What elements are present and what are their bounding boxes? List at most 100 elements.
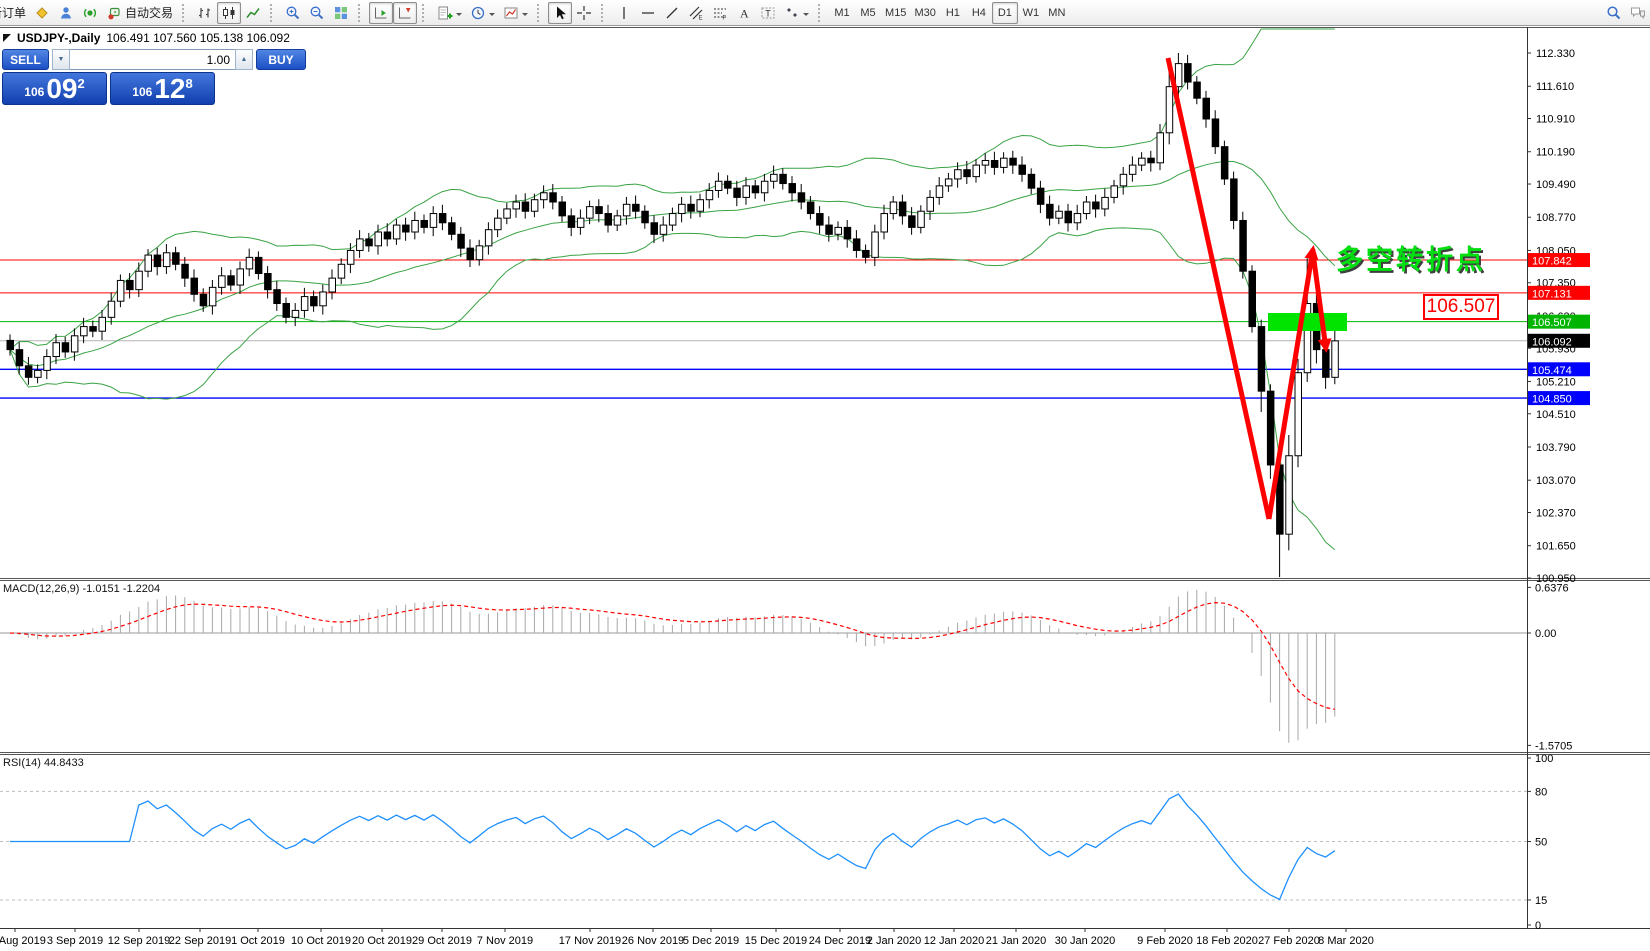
candle-chart-button[interactable] <box>217 1 242 24</box>
trend-arrow[interactable] <box>1266 245 1319 520</box>
candle <box>908 215 916 228</box>
ohlc-values: 106.491 107.560 105.138 106.092 <box>106 31 290 45</box>
candle <box>659 224 668 235</box>
zoom-in-icon <box>285 5 301 21</box>
candle <box>742 185 750 198</box>
candle <box>668 213 677 226</box>
trend-arrow[interactable] <box>1165 57 1272 520</box>
tf-label: W1 <box>1022 6 1040 19</box>
date-tick-label: 7 Nov 2019 <box>477 935 533 947</box>
sell-button[interactable]: SELL <box>2 49 49 70</box>
text-label-button[interactable]: T <box>756 2 780 24</box>
candle <box>1239 219 1247 272</box>
candle <box>503 208 511 219</box>
candle <box>411 219 419 233</box>
bar-chart-button[interactable] <box>193 2 217 24</box>
horizontal-line-button[interactable] <box>636 2 660 24</box>
auto-scroll-icon <box>373 5 389 21</box>
text-button[interactable]: A <box>732 2 756 24</box>
tf-M1-button[interactable]: M1 <box>829 2 855 24</box>
tf-W1-button[interactable]: W1 <box>1018 2 1044 24</box>
candle <box>760 180 769 194</box>
rsi-axis-label: 0 <box>1535 920 1541 932</box>
new-order-button[interactable]: 新订单 <box>0 2 30 24</box>
toolbar-separator <box>818 3 824 22</box>
crosshair-icon <box>576 5 592 21</box>
candle <box>816 213 824 226</box>
candle <box>227 275 235 286</box>
cursor-button[interactable] <box>548 1 573 24</box>
candle <box>1165 86 1174 134</box>
candle <box>604 213 612 226</box>
trend-arrow[interactable] <box>1310 252 1332 353</box>
candle <box>43 356 51 371</box>
candle <box>705 189 714 201</box>
buy-price-panel[interactable]: 106 12 8 <box>110 72 215 105</box>
candle <box>1202 97 1210 120</box>
green-highlight-rectangle[interactable] <box>1268 313 1347 331</box>
trendline-button[interactable] <box>660 2 684 24</box>
candle <box>567 215 576 228</box>
signals-button[interactable] <box>78 2 102 24</box>
login-button[interactable] <box>54 2 78 24</box>
candle <box>1064 210 1072 224</box>
chevron-down-icon <box>456 12 463 19</box>
tf-M30-button[interactable]: M30 <box>910 2 939 24</box>
date-tick-label: 20 Oct 2019 <box>352 935 412 947</box>
tf-D1-button[interactable]: D1 <box>991 1 1018 24</box>
arrows-button[interactable] <box>780 2 813 24</box>
search-button[interactable] <box>1602 2 1626 24</box>
price-axis[interactable]: 112.330 111.610 110.910 110.190 109.490 108.7… <box>1527 48 1590 932</box>
volume-increase-button[interactable]: ▲ <box>235 49 253 70</box>
zoom-in-button[interactable] <box>281 2 305 24</box>
tf-H1-button[interactable]: H1 <box>940 2 966 24</box>
volume-input[interactable] <box>70 49 235 70</box>
auto-trading-button[interactable]: 自动交易 <box>102 2 177 24</box>
periods-button[interactable] <box>466 2 499 24</box>
buy-button[interactable]: BUY <box>256 49 306 70</box>
candle <box>641 210 649 224</box>
symbol-marker-icon <box>3 34 11 42</box>
tf-H4-button[interactable]: H4 <box>966 2 992 24</box>
date-tick-label: 9 Feb 2020 <box>1137 935 1193 947</box>
chevron-down-icon <box>803 12 810 19</box>
candle <box>1184 63 1192 83</box>
indicators-button[interactable] <box>433 2 466 24</box>
vertical-line-icon <box>616 5 632 21</box>
candle <box>1266 390 1275 466</box>
candle <box>484 229 493 247</box>
chart-shift-button[interactable] <box>393 1 418 24</box>
zoom-out-button[interactable] <box>305 2 329 24</box>
tf-label: M15 <box>885 6 907 19</box>
tf-label: H4 <box>971 6 986 19</box>
candle <box>981 159 990 166</box>
price-tick-label: 109.490 <box>1536 179 1576 191</box>
candle <box>632 203 640 212</box>
rsi-title: RSI(14) <box>3 757 41 769</box>
line-chart-button[interactable] <box>241 2 265 24</box>
vertical-line-button[interactable] <box>612 2 636 24</box>
candle <box>70 335 79 353</box>
sell-price-panel[interactable]: 106 09 2 <box>2 72 107 105</box>
tile-windows-button[interactable] <box>329 2 353 24</box>
fibonacci-button[interactable]: F <box>708 2 732 24</box>
tf-label: D1 <box>997 6 1012 19</box>
tf-M15-button[interactable]: M15 <box>881 2 910 24</box>
crosshair-button[interactable] <box>572 2 596 24</box>
tf-MN-button[interactable]: MN <box>1044 2 1070 24</box>
price-tick-label: 105.210 <box>1536 376 1576 388</box>
templates-button[interactable] <box>499 2 532 24</box>
channel-button[interactable]: E <box>684 2 708 24</box>
new-chart-button[interactable] <box>30 2 54 24</box>
community-chat-button[interactable] <box>1626 2 1650 24</box>
date-tick-label: 5 Dec 2019 <box>683 935 739 947</box>
candle <box>1147 157 1155 164</box>
auto-scroll-button[interactable] <box>369 1 394 24</box>
date-tick-label: 1 Oct 2019 <box>231 935 285 947</box>
candle <box>576 217 585 228</box>
price-label-text: 107.842 <box>1532 256 1572 268</box>
tf-M5-button[interactable]: M5 <box>855 2 881 24</box>
volume-decrease-button[interactable]: ▼ <box>52 49 70 70</box>
